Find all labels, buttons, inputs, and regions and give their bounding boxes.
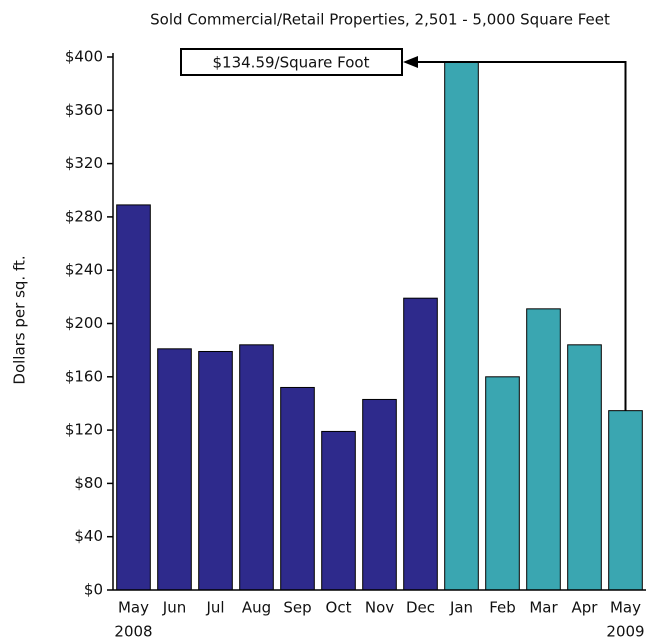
bar: [157, 348, 192, 591]
x-tick-label: Jul: [205, 599, 224, 617]
y-tick-label: $40: [74, 527, 103, 545]
year-label: 2009: [606, 623, 644, 641]
x-tick-label: Sep: [283, 599, 311, 617]
y-tick-label: $80: [74, 474, 103, 492]
y-tick-label: $320: [65, 154, 103, 172]
bar: [567, 344, 602, 591]
y-tick-label: $0: [84, 581, 103, 599]
annotation-arrow: [416, 61, 627, 411]
x-tick-label: Mar: [529, 599, 558, 617]
annotation: $134.59/Square Foot: [213, 54, 370, 72]
year-label: 2008: [114, 623, 152, 641]
y-tick-label: $120: [65, 421, 103, 439]
bar: [608, 410, 643, 591]
y-tick-label: $240: [65, 261, 103, 279]
y-tick-label: $200: [65, 314, 103, 332]
y-tick-label: $400: [65, 48, 103, 66]
x-tick-label: Apr: [572, 599, 599, 617]
y-tick-label: $360: [65, 101, 103, 119]
x-tick-label: May: [118, 599, 149, 617]
x-tick-label: Jan: [449, 599, 473, 617]
arrow-head: [403, 56, 418, 68]
x-tick-label: Feb: [489, 599, 516, 617]
bar: [444, 61, 479, 591]
chart-title: Sold Commercial/Retail Properties, 2,501…: [150, 11, 610, 29]
bar: [526, 308, 561, 591]
bar: [116, 204, 151, 591]
bar: [280, 386, 315, 591]
bar: [239, 344, 274, 591]
bar: [403, 297, 438, 591]
x-tick-label: Jun: [162, 599, 186, 617]
x-tick-label: Oct: [326, 599, 352, 617]
x-tick-label: Nov: [365, 599, 394, 617]
bar: [198, 350, 233, 591]
bar: [362, 398, 397, 591]
y-axis-label: Dollars per sq. ft.: [11, 255, 29, 384]
bar: [321, 430, 356, 591]
y-tick-label: $160: [65, 367, 103, 385]
x-tick-label: Dec: [406, 599, 435, 617]
y-tick-label: $280: [65, 207, 103, 225]
annotation-box: [180, 48, 403, 76]
x-tick-label: May: [610, 599, 641, 617]
x-tick-label: Aug: [242, 599, 271, 617]
bar: [485, 376, 520, 591]
